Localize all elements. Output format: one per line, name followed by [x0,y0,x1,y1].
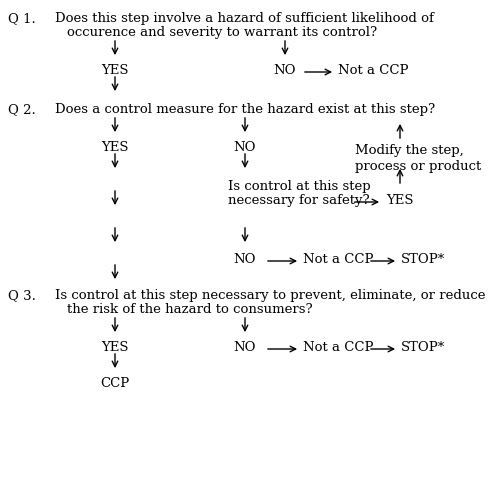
Text: Not a CCP: Not a CCP [303,341,374,354]
Text: NO: NO [234,141,256,154]
Text: YES: YES [386,194,413,207]
Text: Q 1.: Q 1. [8,12,36,25]
Text: occurence and severity to warrant its control?: occurence and severity to warrant its co… [67,26,377,39]
Text: NO: NO [274,64,296,77]
Text: necessary for safety?: necessary for safety? [228,194,370,207]
Text: Q 2.: Q 2. [8,103,36,116]
Text: STOP*: STOP* [401,253,446,266]
Text: Does this step involve a hazard of sufficient likelihood of: Does this step involve a hazard of suffi… [55,12,434,25]
Text: NO: NO [234,253,256,266]
Text: Is control at this step: Is control at this step [228,180,370,193]
Text: Not a CCP: Not a CCP [338,64,408,77]
Text: Does a control measure for the hazard exist at this step?: Does a control measure for the hazard ex… [55,103,435,116]
Text: YES: YES [101,141,129,154]
Text: NO: NO [234,341,256,354]
Text: Modify the step,: Modify the step, [355,144,464,157]
Text: STOP*: STOP* [401,341,446,354]
Text: the risk of the hazard to consumers?: the risk of the hazard to consumers? [67,303,312,316]
Text: YES: YES [101,341,129,354]
Text: CCP: CCP [100,377,130,390]
Text: Is control at this step necessary to prevent, eliminate, or reduce: Is control at this step necessary to pre… [55,289,486,302]
Text: Q 3.: Q 3. [8,289,36,302]
Text: process or product: process or product [355,160,481,173]
Text: YES: YES [101,64,129,77]
Text: Not a CCP: Not a CCP [303,253,374,266]
